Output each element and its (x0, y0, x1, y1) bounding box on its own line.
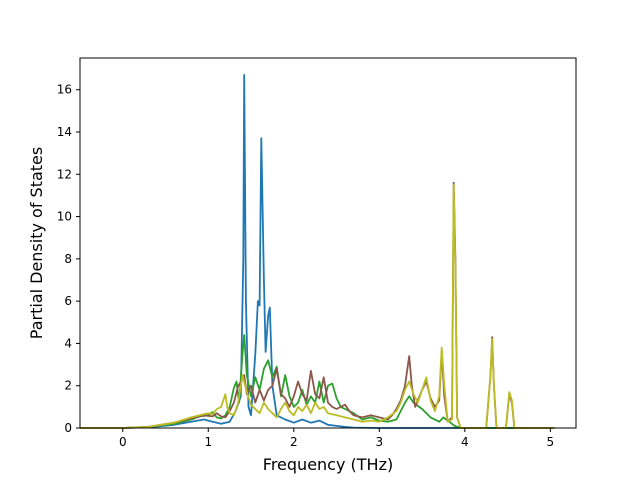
x-tick-label: 3 (375, 435, 383, 449)
x-tick-label: 5 (547, 435, 555, 449)
plot-area (80, 74, 555, 429)
y-tick-label: 4 (64, 336, 72, 350)
x-tick-label: 1 (204, 435, 212, 449)
y-axis-label: Partial Density of States (27, 147, 46, 339)
y-tick-label: 16 (57, 83, 72, 97)
series-line-1 (80, 74, 555, 429)
y-tick-label: 6 (64, 294, 72, 308)
series-line-2 (80, 334, 555, 429)
x-tick-label: 4 (461, 435, 469, 449)
y-tick-label: 8 (64, 252, 72, 266)
plot-frame (79, 57, 577, 429)
x-axis: 0 1 2 3 4 5 (119, 428, 554, 449)
y-tick-label: 10 (57, 210, 72, 224)
y-tick-label: 2 (64, 379, 72, 393)
series-line-4 (80, 183, 555, 429)
y-tick-label: 0 (64, 421, 72, 435)
y-axis: 0 2 4 6 8 10 12 14 16 (57, 83, 80, 435)
y-tick-label: 12 (57, 167, 72, 181)
x-axis-label: Frequency (THz) (263, 455, 393, 474)
x-tick-label: 2 (290, 435, 298, 449)
y-tick-label: 14 (57, 125, 72, 139)
x-tick-label: 0 (119, 435, 127, 449)
